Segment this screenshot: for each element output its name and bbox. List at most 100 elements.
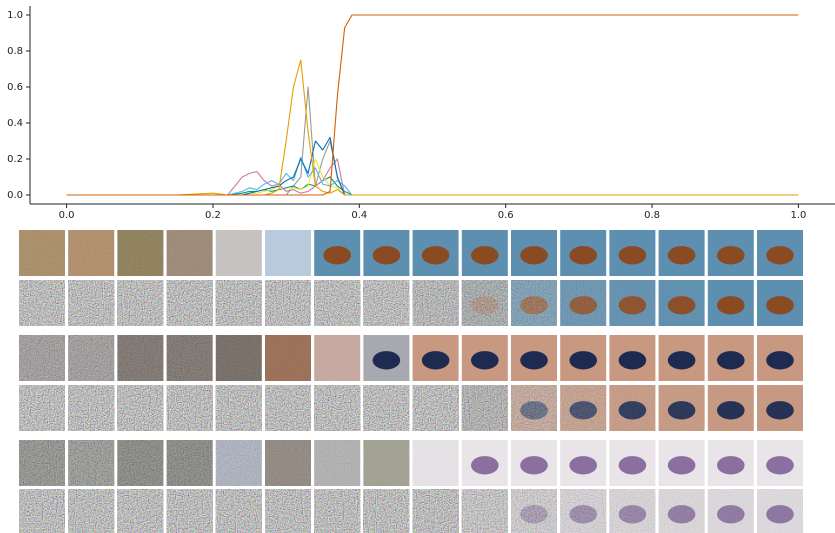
- series-line: [67, 159, 799, 195]
- tile-object: [619, 351, 647, 369]
- tile-object: [668, 351, 696, 369]
- tile-object: [766, 296, 794, 314]
- image-tile: [757, 385, 803, 431]
- y-tick-label: 0.2: [7, 154, 23, 165]
- tile-noise: [314, 440, 360, 486]
- image-tile: [659, 440, 705, 486]
- tile-noise: [216, 440, 262, 486]
- image-tile: [363, 385, 409, 431]
- tile-noise: [757, 385, 803, 431]
- image-tile: [265, 440, 311, 486]
- image-tile: [462, 230, 508, 276]
- tile-object: [520, 456, 548, 474]
- image-tile: [511, 280, 557, 326]
- tile-noise: [314, 489, 360, 533]
- image-tile: [19, 335, 65, 381]
- tile-noise: [659, 280, 705, 326]
- image-tile: [167, 230, 213, 276]
- page: {"chart_data": {"type": "line", "x": [0,…: [0, 0, 835, 533]
- tile-noise: [167, 385, 213, 431]
- image-tile: [757, 489, 803, 533]
- tile-noise: [68, 280, 114, 326]
- tile-object: [717, 351, 745, 369]
- tile-object: [471, 351, 499, 369]
- image-tile: [216, 489, 262, 533]
- tile-noise: [609, 385, 655, 431]
- tile-noise: [265, 440, 311, 486]
- tile-noise: [265, 335, 311, 381]
- image-tile: [757, 335, 803, 381]
- image-tile: [659, 230, 705, 276]
- image-tile: [511, 440, 557, 486]
- tile-noise: [19, 440, 65, 486]
- image-tile: [511, 335, 557, 381]
- tile-object: [422, 246, 450, 264]
- image-tile: [167, 280, 213, 326]
- series-line: [67, 157, 799, 195]
- tile-object: [668, 456, 696, 474]
- image-tile: [560, 280, 606, 326]
- tile-object: [569, 456, 597, 474]
- tile-noise: [265, 280, 311, 326]
- tile-noise: [363, 280, 409, 326]
- tile-object: [422, 351, 450, 369]
- image-tile: [19, 385, 65, 431]
- image-tile: [167, 489, 213, 533]
- tile-object: [373, 351, 401, 369]
- tile-object: [569, 351, 597, 369]
- tile-object: [766, 456, 794, 474]
- tile-noise: [19, 489, 65, 533]
- tile-noise: [117, 489, 163, 533]
- series-line: [67, 15, 799, 195]
- tile-noise: [413, 440, 459, 486]
- image-tile: [413, 280, 459, 326]
- image-tile: [413, 335, 459, 381]
- x-tick-label: 0.0: [59, 210, 75, 221]
- image-tile: [19, 440, 65, 486]
- image-tile: [117, 335, 163, 381]
- y-tick-label: 1.0: [7, 10, 23, 21]
- series-line: [67, 137, 799, 195]
- tile-noise: [560, 489, 606, 533]
- tile-noise: [19, 335, 65, 381]
- image-tile: [216, 280, 262, 326]
- image-tile: [462, 385, 508, 431]
- tile-object: [471, 456, 499, 474]
- image-tile: [363, 335, 409, 381]
- tile-object: [471, 246, 499, 264]
- tile-noise: [314, 280, 360, 326]
- tile-noise: [314, 335, 360, 381]
- tile-noise: [19, 230, 65, 276]
- image-tile: [68, 440, 114, 486]
- image-tile: [265, 280, 311, 326]
- tile-noise: [19, 385, 65, 431]
- tile-object: [373, 246, 401, 264]
- tile-object: [668, 246, 696, 264]
- image-tile: [462, 335, 508, 381]
- image-tile: [609, 440, 655, 486]
- image-tile: [560, 489, 606, 533]
- image-tile: [363, 440, 409, 486]
- tile-noise: [167, 440, 213, 486]
- tile-noise: [117, 440, 163, 486]
- image-tile: [708, 230, 754, 276]
- image-tile: [609, 385, 655, 431]
- tile-noise: [314, 385, 360, 431]
- tile-noise: [216, 489, 262, 533]
- image-tile: [708, 385, 754, 431]
- image-tile: [68, 489, 114, 533]
- tile-noise: [413, 385, 459, 431]
- tile-noise: [363, 489, 409, 533]
- image-tile: [462, 440, 508, 486]
- image-tile: [314, 385, 360, 431]
- y-tick-label: 0.8: [7, 46, 23, 57]
- tile-noise: [265, 230, 311, 276]
- tile-noise: [216, 385, 262, 431]
- image-tile: [314, 230, 360, 276]
- image-tile: [19, 230, 65, 276]
- image-tile: [511, 230, 557, 276]
- image-tile: [609, 230, 655, 276]
- image-tile: [757, 440, 803, 486]
- image-tile: [117, 280, 163, 326]
